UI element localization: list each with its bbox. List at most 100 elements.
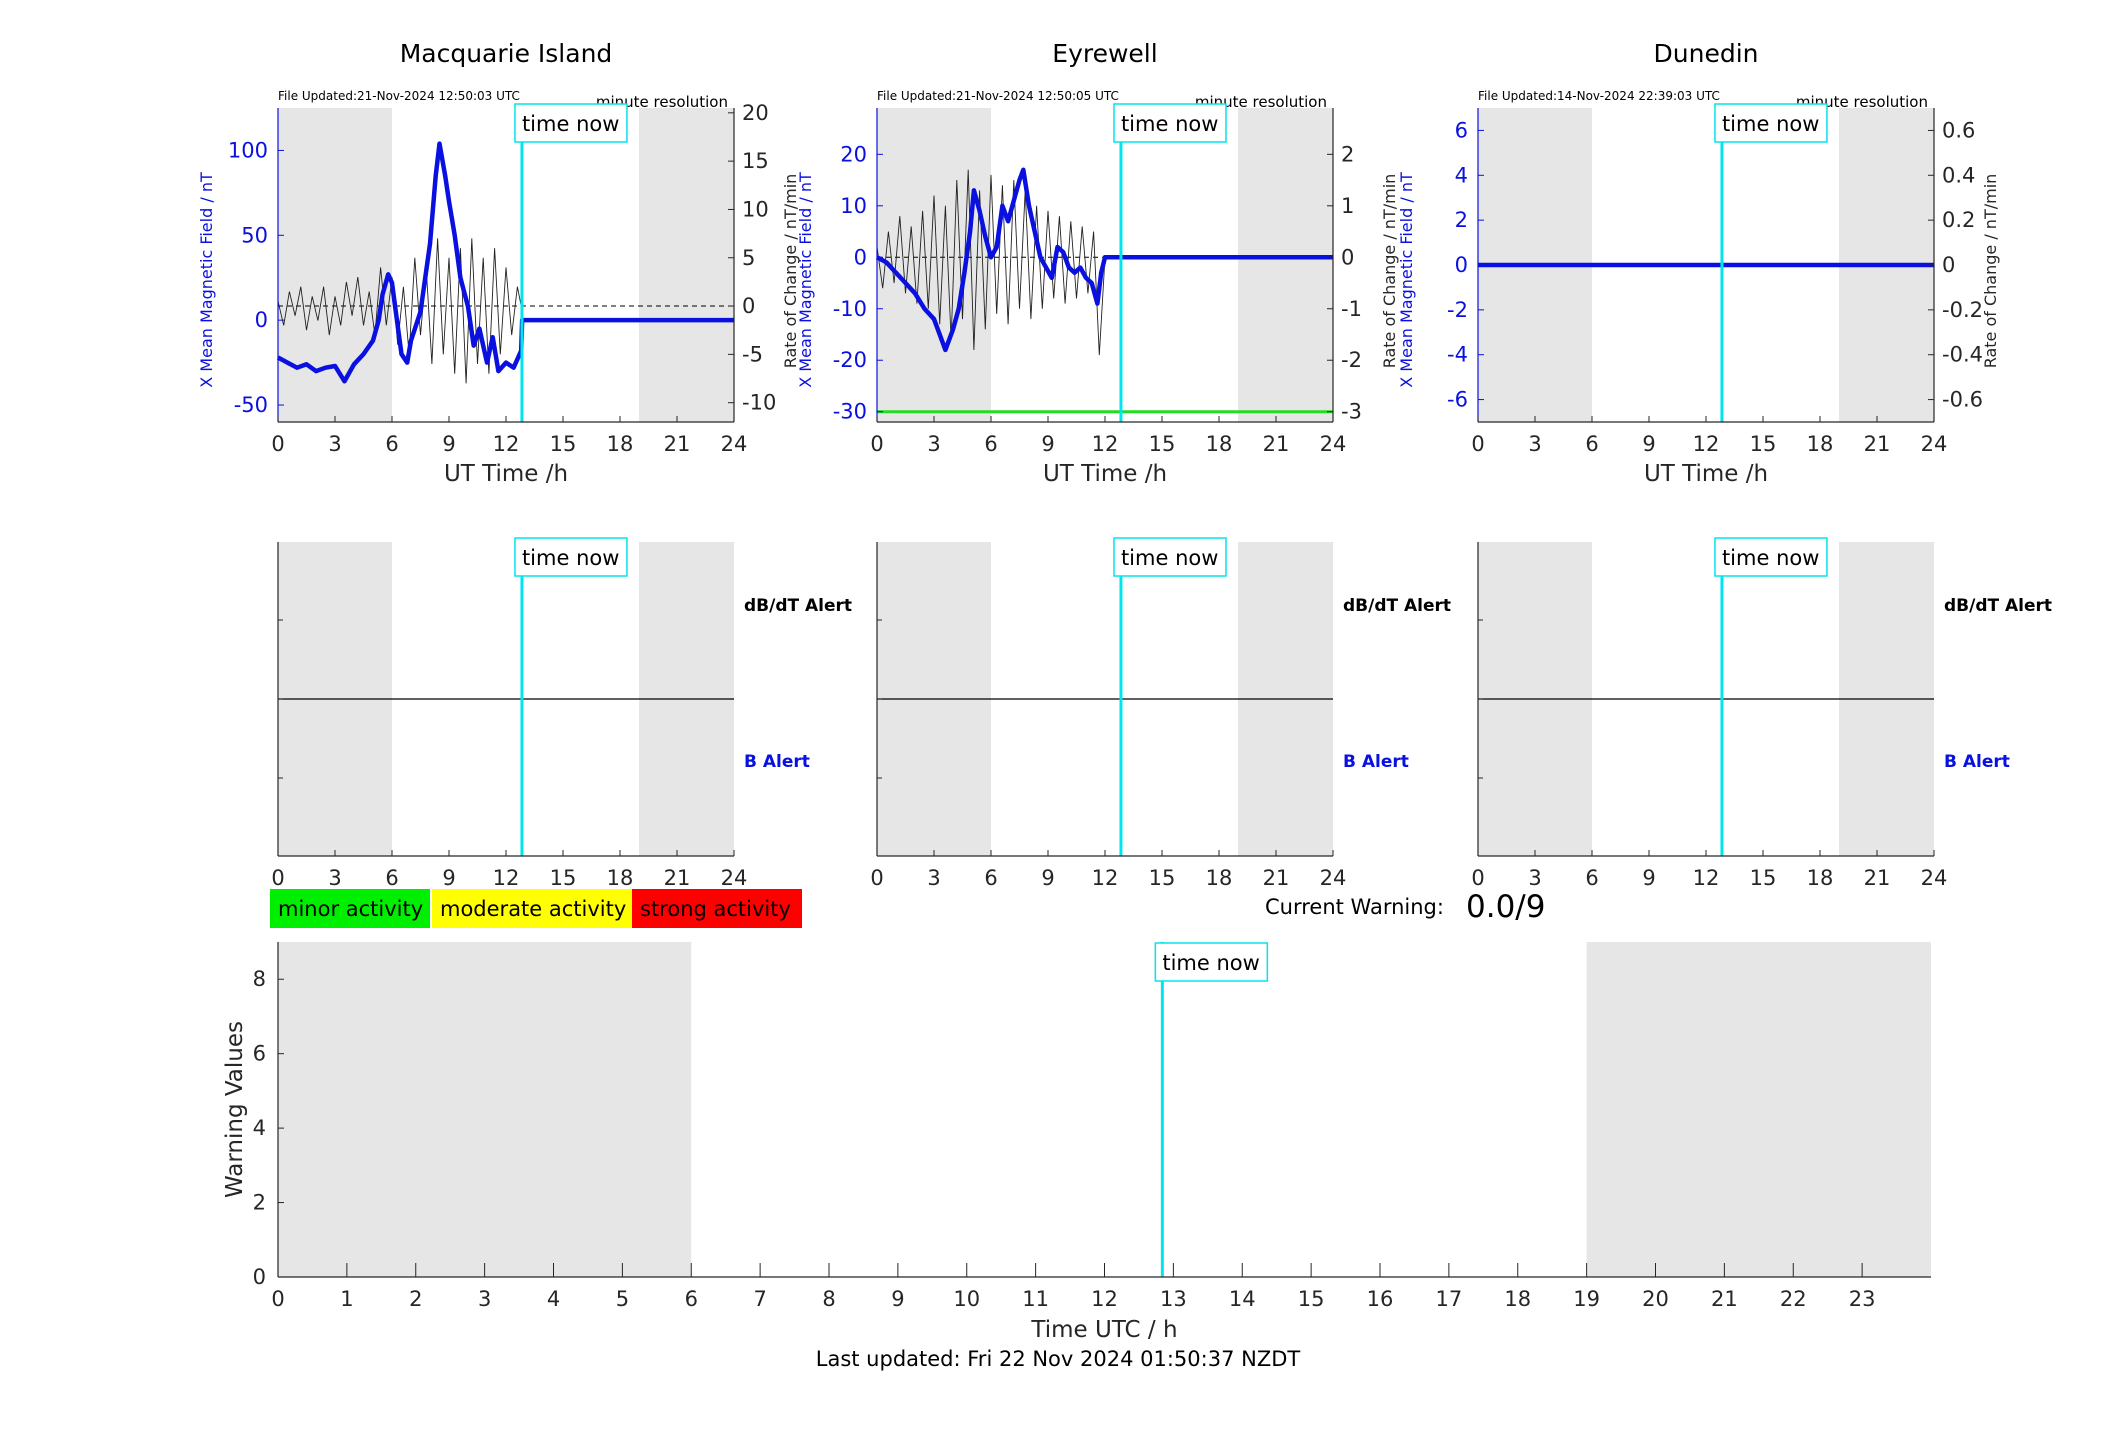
station-shade-0 [278, 108, 392, 422]
station-title: Dunedin [1654, 39, 1759, 68]
station-xtick-label: 21 [1864, 432, 1891, 456]
station-xtick-label: 6 [385, 432, 398, 456]
warning-xtick-label: 11 [1022, 1287, 1049, 1311]
left-ytick-label: 2 [1455, 208, 1468, 232]
alert-xtick-label: 18 [607, 866, 634, 890]
station-xtick-label: 12 [1693, 432, 1720, 456]
current-warning-value: 0.0/9 [1466, 889, 1545, 925]
station-xtick-label: 12 [1092, 432, 1119, 456]
station-title: Macquarie Island [400, 39, 613, 68]
station-time-now-label: time now [1722, 112, 1819, 136]
warning-xtick-label: 16 [1367, 1287, 1394, 1311]
alert-time-now-box [514, 537, 628, 577]
warning-xtick-label: 9 [891, 1287, 904, 1311]
right-ytick-label: -0.4 [1942, 343, 1983, 367]
alert-xtick-label: 24 [1320, 866, 1347, 890]
alert-xtick-label: 15 [1750, 866, 1777, 890]
right-ytick-label: -3 [1341, 400, 1362, 424]
right-ytick-label: -2 [1341, 348, 1362, 372]
x-axis-label: UT Time /h [444, 461, 568, 487]
alert-panel-eyrewell: time now 0 3 6 9 12 15 18 21 24 dB/dT Alert B Alert [870, 537, 1451, 890]
station-time-now-box [514, 103, 628, 143]
alert-time-now-label: time now [1121, 546, 1218, 570]
station-xtick-label: 3 [1528, 432, 1541, 456]
station-xtick-label: 18 [1807, 432, 1834, 456]
station-shade-0 [877, 108, 991, 422]
warning-ytick-label: 0 [253, 1265, 266, 1289]
warning-xtick-label: 22 [1780, 1287, 1807, 1311]
station-time-now-label: time now [1121, 112, 1218, 136]
right-ytick-label: 0 [1341, 245, 1354, 269]
alert-xtick-label: 12 [493, 866, 520, 890]
x-magnetic-field-series [875, 167, 1333, 353]
alert-xtick-label: 9 [442, 866, 455, 890]
alert-xtick-label: 9 [1041, 866, 1054, 890]
alert-xtick-label: 15 [550, 866, 577, 890]
station-xtick-label: 15 [550, 432, 577, 456]
right-axis-label: Rate of Change / nT/min [1380, 174, 1399, 369]
left-ytick-label: 6 [1455, 118, 1468, 142]
warning-ytick-label: 4 [253, 1116, 266, 1140]
left-ytick-label: -30 [833, 400, 867, 424]
legend-strong-label: strong activity [640, 897, 791, 921]
alert-time-now-box [1714, 537, 1828, 577]
station-title: Eyrewell [1052, 39, 1157, 68]
dbdt-alert-label: dB/dT Alert [744, 596, 852, 616]
station-xtick-label: 18 [607, 432, 634, 456]
legend-minor-swatch [270, 889, 430, 928]
warning-xtick-label: 5 [616, 1287, 629, 1311]
alert-xtick-label: 0 [870, 866, 883, 890]
current-warning-label: Current Warning: [1265, 895, 1444, 919]
warning-xtick-label: 17 [1436, 1287, 1463, 1311]
alert-xtick-label: 12 [1693, 866, 1720, 890]
station-xtick-label: 18 [1206, 432, 1233, 456]
station-xtick-label: 3 [927, 432, 940, 456]
alert-xtick-label: 0 [271, 866, 284, 890]
right-ytick-label: -5 [742, 342, 763, 366]
right-ytick-label: -1 [1341, 297, 1362, 321]
alert-xtick-label: 6 [385, 866, 398, 890]
station-panel-dunedin: Dunedin File Updated:14-Nov-2024 22:39:03… [1397, 39, 2000, 487]
dbdt-alert-label: dB/dT Alert [1944, 596, 2052, 616]
alert-xtick-label: 3 [927, 866, 940, 890]
alert-time-now-label: time now [522, 546, 619, 570]
left-axis-label: X Mean Magnetic Field / nT [197, 172, 216, 388]
station-xtick-label: 21 [1263, 432, 1290, 456]
warning-xtick-label: 1 [340, 1287, 353, 1311]
warning-xtick-label: 20 [1642, 1287, 1669, 1311]
warning-x-axis-label: Time UTC / h [1030, 1317, 1177, 1343]
station-time-now-box [1714, 103, 1828, 143]
warning-shade-0 [278, 942, 692, 1277]
station-xtick-label: 24 [1921, 432, 1948, 456]
left-ytick-label: 50 [241, 223, 268, 247]
alert-xtick-label: 24 [721, 866, 748, 890]
warning-xtick-label: 21 [1711, 1287, 1738, 1311]
left-ytick-label: 10 [840, 194, 867, 218]
right-axis-label: Rate of Change / nT/min [1981, 174, 2000, 369]
x-axis-label: UT Time /h [1644, 461, 1768, 487]
warning-xtick-label: 23 [1849, 1287, 1876, 1311]
alert-xtick-label: 3 [1528, 866, 1541, 890]
right-ytick-label: -10 [742, 391, 776, 415]
warning-xtick-label: 14 [1229, 1287, 1256, 1311]
b-alert-label: B Alert [1343, 752, 1409, 772]
activity-legend: minor activity moderate activity strong … [270, 889, 802, 928]
b-alert-label: B Alert [744, 752, 810, 772]
warning-xtick-label: 8 [822, 1287, 835, 1311]
left-ytick-label: 100 [228, 138, 268, 162]
right-ytick-label: 0.6 [1942, 118, 1975, 142]
warning-xtick-label: 0 [271, 1287, 284, 1311]
station-xtick-label: 3 [328, 432, 341, 456]
left-ytick-label: -50 [234, 393, 268, 417]
station-xtick-label: 24 [1320, 432, 1347, 456]
left-ytick-label: 0 [1455, 253, 1468, 277]
warning-xtick-label: 3 [478, 1287, 491, 1311]
station-xtick-label: 0 [271, 432, 284, 456]
alert-xtick-label: 9 [1642, 866, 1655, 890]
right-ytick-label: 1 [1341, 194, 1354, 218]
x-magnetic-field-series [276, 141, 734, 384]
right-ytick-label: 0.4 [1942, 163, 1975, 187]
rate-of-change-series [277, 238, 522, 384]
rate-of-change-series [876, 169, 1106, 356]
